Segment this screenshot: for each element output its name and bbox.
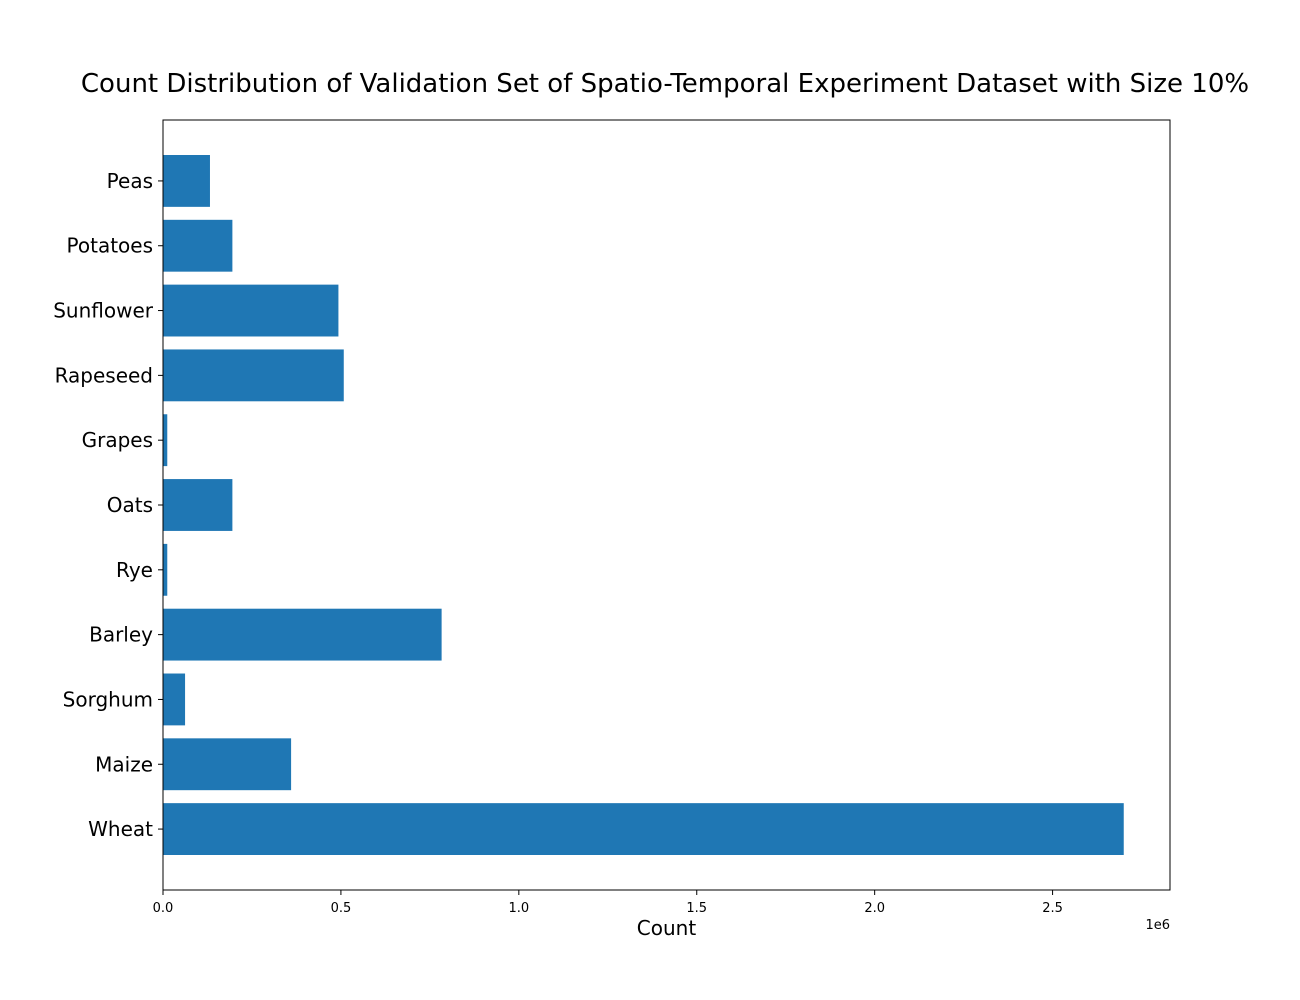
y-tick-label-maize: Maize [95,752,153,776]
x-axis: 0.0 0.5 1.0 1.5 2.0 2.5 [153,890,1063,916]
y-tick-label-potatoes: Potatoes [67,234,153,258]
y-tick-label-wheat: Wheat [88,817,153,841]
bar-peas [163,155,210,207]
x-tick-label: 0.0 [153,901,174,916]
bar-rye [163,543,168,596]
y-tick-label-oats: Oats [107,493,153,517]
x-axis-offset-label: 1e6 [1145,918,1170,933]
bar-grapes [163,414,168,467]
bar-sunflower [163,284,339,337]
x-tick-label: 1.5 [686,901,707,916]
bar-potatoes [163,219,233,272]
y-tick-label-rye: Rye [116,558,153,582]
y-axis: Wheat Maize Sorghum Barley Rye Oats Grapes Rape… [53,169,163,841]
plot-frame [162,119,1171,891]
y-tick-label-peas: Peas [107,169,153,193]
y-tick-label-barley: Barley [89,623,153,647]
y-tick-label-rapeseed: Rapeseed [55,363,153,387]
bar-maize [163,738,292,791]
bar-barley [163,608,442,661]
x-axis-label: Count [637,916,697,940]
bar-sorghum [163,673,186,726]
x-tick-label: 2.5 [1042,901,1063,916]
x-tick-label: 0.5 [331,901,352,916]
bar-oats [163,479,233,531]
bar-wheat [163,803,1124,855]
x-tick-label: 2.0 [864,901,885,916]
y-tick-label-grapes: Grapes [82,428,153,452]
x-tick-label: 1.0 [508,901,529,916]
bar-rapeseed [163,349,344,402]
y-tick-label-sorghum: Sorghum [63,687,153,711]
chart-title: Count Distribution of Validation Set of … [81,69,1249,99]
bars-group [163,155,1124,855]
y-tick-label-sunflower: Sunflower [53,299,154,323]
